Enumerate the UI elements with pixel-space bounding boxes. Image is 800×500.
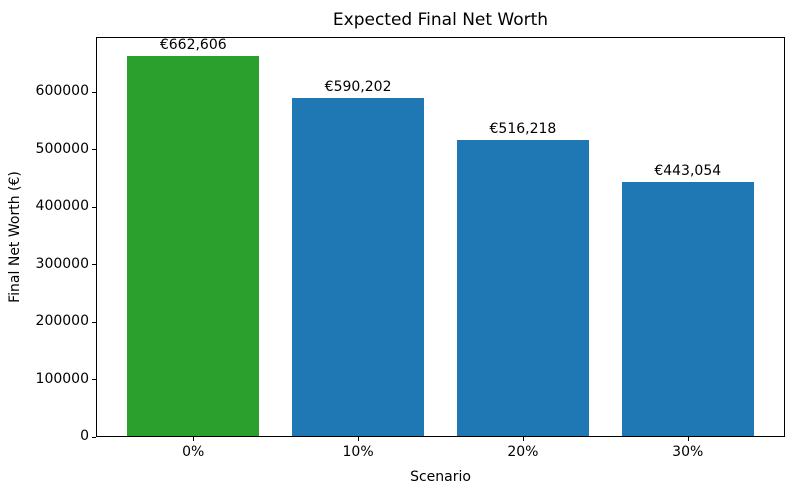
- y-tick-label: 600000: [35, 83, 89, 100]
- y-tick-label: 100000: [35, 370, 89, 387]
- x-tick-label: 10%: [342, 444, 374, 460]
- chart-title: Expected Final Net Worth: [332, 10, 549, 30]
- y-tick: [92, 379, 96, 380]
- y-axis-label: Final Net Worth (€): [7, 171, 23, 303]
- bar-20%: [456, 140, 589, 436]
- x-tick-label: 0%: [182, 444, 205, 460]
- y-tick-label: 500000: [35, 140, 89, 157]
- y-tick: [92, 264, 96, 266]
- bar-value-label: €516,218: [489, 121, 557, 138]
- x-tick-label: 30%: [672, 444, 704, 460]
- y-tick: [92, 321, 96, 323]
- x-tick: [687, 437, 689, 441]
- x-tick-label: 20%: [507, 444, 539, 460]
- x-tick: [358, 437, 360, 441]
- plot-area-border: [96, 37, 785, 437]
- bar-value-label: €590,202: [324, 78, 392, 95]
- y-tick: [92, 91, 96, 93]
- x-tick: [193, 437, 195, 441]
- x-axis-label: Scenario: [410, 469, 471, 485]
- y-tick-label: 300000: [35, 255, 89, 272]
- y-tick: [92, 149, 96, 151]
- bar-value-label: €662,606: [159, 37, 227, 54]
- bar-0%: [127, 56, 260, 436]
- y-tick: [92, 436, 96, 438]
- bar-value-label: €443,054: [654, 163, 722, 180]
- y-tick-label: 400000: [35, 198, 89, 215]
- y-tick: [92, 206, 96, 208]
- y-tick-label: 0: [80, 428, 89, 444]
- bar-10%: [292, 97, 424, 436]
- y-tick-label: 200000: [35, 313, 89, 329]
- x-tick: [522, 437, 524, 441]
- bar-30%: [621, 182, 754, 436]
